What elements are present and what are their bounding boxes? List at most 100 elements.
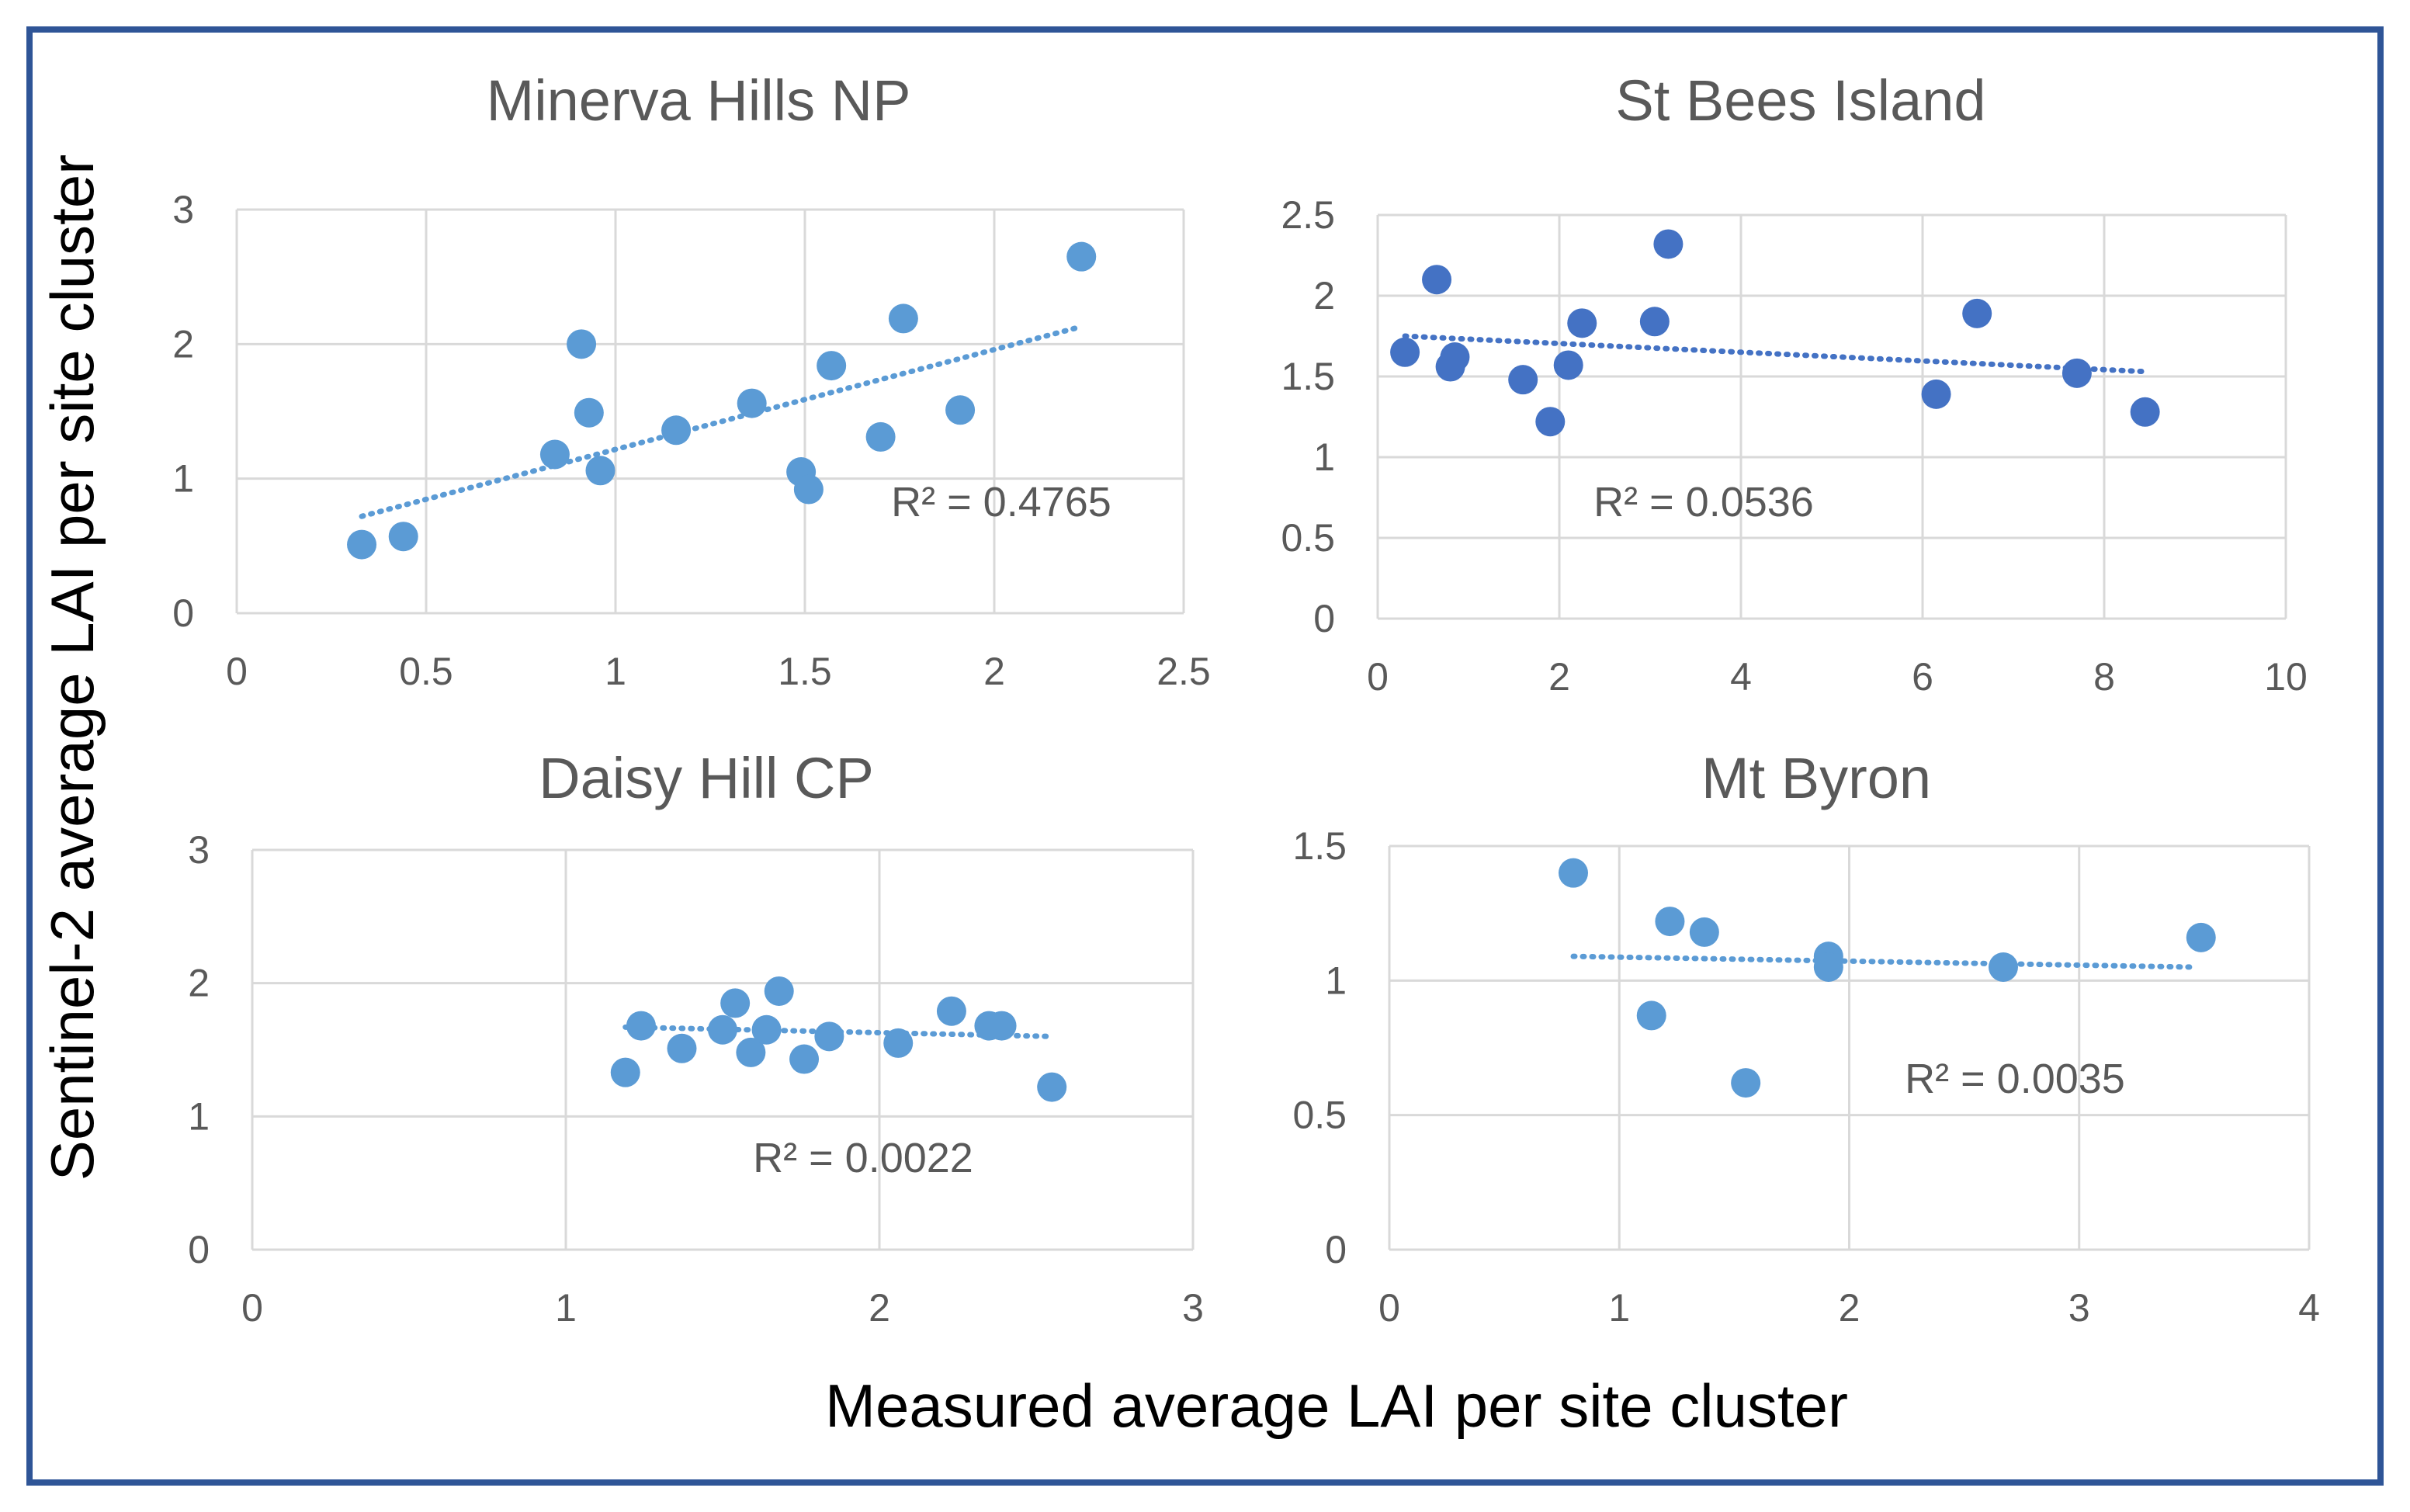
- data-point: [1559, 858, 1588, 888]
- y-tick-label: 2.5: [1281, 193, 1335, 237]
- data-point: [1639, 307, 1670, 337]
- x-tick-label: 0: [1367, 655, 1389, 699]
- r-squared-label: R² = 0.0035: [1905, 1056, 2125, 1102]
- data-point: [1508, 365, 1538, 395]
- data-point: [1636, 1000, 1666, 1031]
- y-tick-label: 1.5: [1292, 824, 1347, 868]
- data-point: [388, 522, 418, 552]
- data-point: [2130, 397, 2160, 427]
- data-point: [2186, 922, 2216, 952]
- y-tick-label: 1: [1313, 435, 1335, 479]
- y-tick-label: 1: [1325, 959, 1347, 1002]
- x-tick-label: 1: [555, 1286, 577, 1330]
- x-tick-label: 4: [1730, 655, 1752, 699]
- data-point: [1813, 952, 1843, 982]
- y-tick-label: 0: [172, 591, 194, 635]
- data-point: [667, 1033, 697, 1063]
- charts-group: 0 0.5 1 1.5 2 2.5 0 1 2 3 Minerva Hills NP R² = 0.4…: [172, 68, 2320, 1330]
- x-tick-label: 2: [869, 1286, 890, 1330]
- x-tick-label: 4: [2298, 1286, 2320, 1330]
- x-tick-label: 0: [226, 650, 248, 693]
- x-tick-label: 1: [605, 650, 626, 693]
- data-point: [1037, 1072, 1067, 1102]
- data-point: [1422, 265, 1452, 295]
- data-point: [1689, 917, 1719, 947]
- data-point: [1553, 350, 1583, 380]
- panel-title: Daisy Hill CP: [539, 746, 874, 810]
- y-tick-label: 1: [188, 1094, 210, 1138]
- y-tick-label: 2: [188, 962, 210, 1005]
- y-tick-label: 0: [188, 1228, 210, 1271]
- panel-title: Minerva Hills NP: [487, 68, 911, 133]
- y-tick-label: 0.5: [1281, 516, 1335, 560]
- data-point: [574, 397, 604, 428]
- data-point: [1066, 241, 1097, 272]
- chart-daisy-hill: 0 1 2 3 0 1 2 3 Daisy Hill CP R² = 0.0022: [188, 746, 1204, 1330]
- x-tick-label: 0: [1378, 1286, 1400, 1330]
- x-tick-label: 1.5: [778, 650, 832, 693]
- r-squared-label: R² = 0.0022: [753, 1135, 973, 1181]
- y-tick-label: 1: [172, 457, 194, 501]
- data-point: [661, 415, 692, 446]
- y-tick-label: 0.5: [1292, 1094, 1347, 1137]
- data-point: [1988, 952, 2018, 982]
- data-point: [1962, 298, 1992, 328]
- data-point: [2062, 358, 2092, 388]
- chart-mt-byron: 0 1 2 3 4 0 0.5 1 1.5 Mt Byron R² = 0.0035: [1292, 746, 2319, 1330]
- data-point: [1921, 379, 1951, 409]
- chart-st-bees-island: 0 2 4 6 8 10 0 0.5 1 1.5 2 2.5 St Bees Island R² = 0.…: [1281, 68, 2307, 699]
- x-tick-label: 2: [1839, 1286, 1860, 1330]
- data-point: [708, 1014, 737, 1045]
- y-tick-label: 2: [1313, 274, 1335, 317]
- y-tick-label: 1.5: [1281, 355, 1335, 398]
- data-point: [737, 388, 767, 418]
- x-tick-label: 3: [2068, 1286, 2090, 1330]
- data-point: [539, 439, 570, 470]
- x-tick-label: 6: [1912, 655, 1933, 699]
- y-tick-label: 3: [172, 188, 194, 231]
- data-point: [1390, 337, 1420, 367]
- data-point: [793, 474, 824, 505]
- x-tick-label: 0.5: [399, 650, 453, 693]
- data-point: [814, 1021, 844, 1052]
- data-point: [610, 1057, 640, 1087]
- data-point: [567, 329, 597, 359]
- r-squared-label: R² = 0.4765: [891, 479, 1111, 525]
- data-point: [720, 988, 751, 1018]
- x-tick-label: 2: [1548, 655, 1570, 699]
- data-point: [1567, 308, 1597, 338]
- data-point: [883, 1028, 914, 1058]
- trendline: [359, 324, 1084, 519]
- data-point: [945, 395, 976, 425]
- figure-frame: [26, 26, 2384, 1486]
- x-tick-label: 0: [241, 1286, 263, 1330]
- data-point: [751, 1014, 782, 1045]
- data-point: [1653, 229, 1684, 259]
- y-tick-label: 3: [188, 828, 210, 872]
- data-point: [1535, 407, 1566, 437]
- data-point: [987, 1011, 1017, 1041]
- x-tick-label: 3: [1182, 1286, 1204, 1330]
- data-point: [585, 456, 616, 486]
- panel-title: Mt Byron: [1701, 746, 1931, 810]
- data-point: [764, 976, 794, 1006]
- data-point: [347, 529, 377, 560]
- data-point: [789, 1044, 820, 1074]
- y-axis-label: Sentinel-2 average LAI per site cluster: [38, 154, 106, 1181]
- y-tick-label: 0: [1313, 597, 1335, 640]
- data-point: [936, 996, 966, 1026]
- data-point: [1655, 907, 1685, 937]
- x-tick-label: 1: [1608, 1286, 1630, 1330]
- chart-minerva-hills: 0 0.5 1 1.5 2 2.5 0 1 2 3 Minerva Hills NP R² = 0.4…: [172, 68, 1211, 693]
- x-tick-label: 2.5: [1156, 650, 1211, 693]
- trendline: [1402, 333, 2148, 375]
- panel-title: St Bees Island: [1615, 68, 1985, 133]
- data-point: [888, 303, 918, 334]
- y-tick-label: 2: [172, 322, 194, 366]
- data-point: [865, 421, 896, 452]
- x-tick-label: 2: [983, 650, 1005, 693]
- data-point: [626, 1011, 656, 1041]
- x-tick-label: 10: [2264, 655, 2308, 699]
- y-tick-label: 0: [1325, 1228, 1347, 1271]
